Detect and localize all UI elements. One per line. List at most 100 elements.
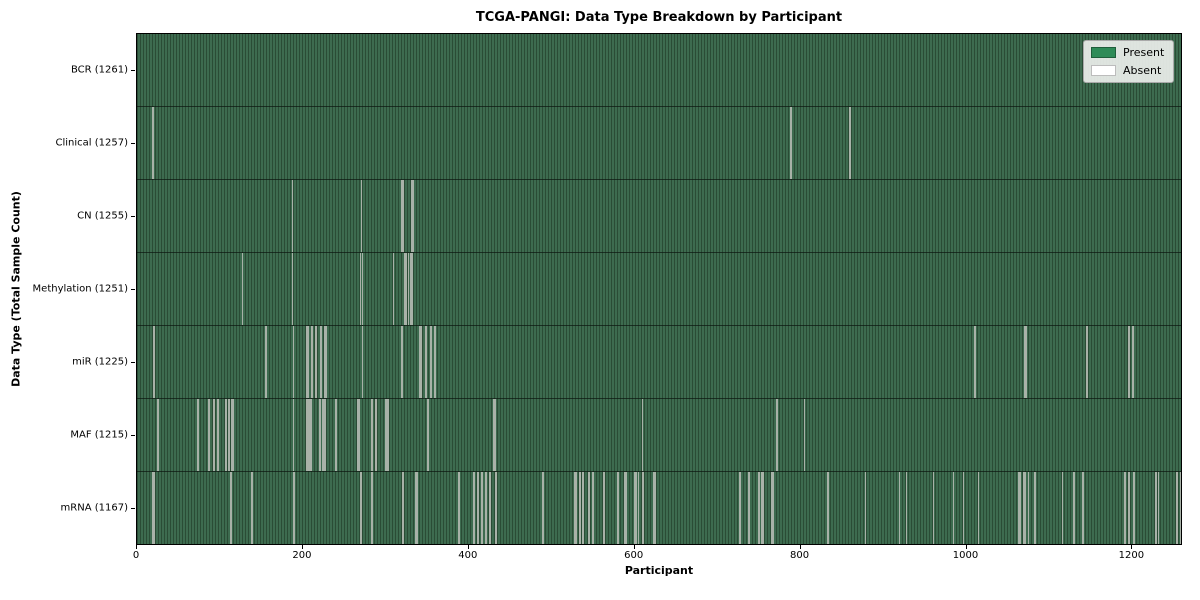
absent-mark: [401, 180, 403, 252]
absent-mark: [411, 180, 413, 252]
absent-mark: [361, 326, 363, 398]
absent-swatch: [1091, 65, 1116, 76]
absent-mark: [434, 326, 436, 398]
absent-mark: [315, 326, 318, 398]
absent-mark: [306, 326, 309, 398]
absent-mark: [307, 326, 309, 398]
y-tick-mark: [131, 362, 135, 364]
absent-mark: [495, 472, 497, 544]
absent-mark: [402, 472, 405, 544]
absent-mark: [323, 399, 325, 471]
absent-mark: [402, 180, 405, 252]
absent-mark: [977, 472, 980, 544]
absent-mark: [305, 326, 308, 398]
absent-mark: [642, 472, 645, 544]
absent-mark: [1127, 326, 1130, 398]
absent-mark: [624, 472, 626, 544]
absent-mark: [1123, 472, 1126, 544]
absent-mark: [157, 399, 159, 471]
y-tick-mark: [131, 289, 135, 290]
y-tick-label-cn: CN (1255): [77, 210, 128, 222]
absent-mark: [758, 472, 761, 544]
absent-mark: [634, 472, 636, 544]
absent-mark: [579, 472, 582, 544]
absent-mark: [251, 472, 253, 544]
absent-mark: [405, 253, 407, 325]
absent-mark: [393, 253, 395, 325]
absent-mark: [310, 326, 313, 398]
y-tick-label-mir: miR (1225): [72, 356, 128, 368]
absent-mark: [962, 472, 965, 544]
y-tick-label-maf: MAF (1215): [70, 429, 128, 441]
y-tick-mark: [131, 142, 135, 144]
absent-mark: [424, 326, 426, 398]
absent-mark: [489, 472, 491, 544]
absent-mark: [1082, 472, 1084, 544]
absent-mark: [485, 472, 487, 544]
absent-mark: [758, 472, 760, 544]
x-tick-mark: [799, 545, 801, 549]
absent-mark: [1022, 472, 1024, 544]
y-tick-label-mrna: mRNA (1167): [60, 502, 128, 514]
legend-label-absent: Absent: [1123, 64, 1162, 77]
absent-mark: [310, 399, 313, 471]
absent-mark: [231, 399, 233, 471]
absent-mark: [1176, 472, 1178, 544]
x-tick-label: 0: [132, 550, 140, 561]
row-cn: [137, 180, 1181, 253]
absent-mark: [335, 399, 338, 471]
absent-mark: [433, 326, 436, 398]
absent-mark: [153, 472, 155, 544]
absent-mark: [477, 472, 480, 544]
absent-mark: [419, 326, 421, 398]
absent-mark: [458, 472, 460, 544]
absent-mark: [370, 399, 373, 471]
absent-mark: [761, 472, 763, 544]
absent-mark: [973, 326, 976, 398]
row-clinical: [137, 107, 1181, 180]
absent-mark: [905, 472, 908, 544]
chart-title: TCGA-PANGI: Data Type Breakdown by Parti…: [475, 10, 843, 25]
legend-item-absent: Absent: [1091, 64, 1164, 77]
absent-mark: [481, 472, 484, 544]
y-tick-label-clinical: Clinical (1257): [55, 137, 129, 149]
absent-mark: [371, 472, 373, 544]
absent-mark: [542, 472, 544, 544]
absent-mark: [291, 180, 294, 252]
absent-mark: [387, 399, 389, 471]
absent-mark: [403, 253, 406, 325]
absent-mark: [359, 253, 362, 325]
absent-mark: [1157, 472, 1160, 544]
absent-mark: [865, 472, 867, 544]
absent-mark: [637, 472, 640, 544]
absent-mark: [573, 472, 576, 544]
absent-mark: [472, 472, 475, 544]
absent-mark: [198, 399, 200, 471]
absent-mark: [292, 472, 295, 544]
absent-mark: [1132, 326, 1134, 398]
absent-mark: [360, 472, 363, 544]
absent-mark: [322, 399, 324, 471]
absent-mark: [411, 253, 413, 325]
absent-mark: [359, 472, 362, 544]
legend: Present Absent: [1083, 40, 1175, 83]
absent-mark: [386, 399, 388, 471]
absent-mark: [310, 399, 312, 471]
absent-mark: [849, 107, 851, 179]
absent-mark: [654, 472, 656, 544]
absent-mark: [625, 472, 627, 544]
absent-mark: [738, 472, 741, 544]
y-tick-mark: [131, 69, 135, 71]
absent-mark: [152, 472, 154, 544]
absent-mark: [228, 399, 231, 471]
absent-mark: [229, 472, 231, 544]
absent-mark: [1133, 472, 1136, 544]
legend-item-present: Present: [1091, 46, 1164, 59]
absent-mark: [1154, 472, 1156, 544]
absent-mark: [635, 472, 637, 544]
y-tick-mark: [131, 508, 135, 510]
x-tick-label: 200: [292, 550, 312, 561]
absent-mark: [1073, 472, 1075, 544]
x-tick-label: 1200: [1118, 550, 1145, 561]
